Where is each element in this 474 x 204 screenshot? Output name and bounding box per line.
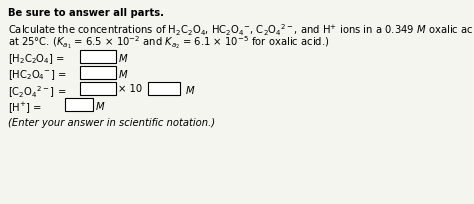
Bar [80, 82, 116, 95]
Text: [H$_2$C$_2$O$_4$] =: [H$_2$C$_2$O$_4$] = [8, 52, 65, 66]
Text: Calculate the concentrations of H$_2$C$_2$O$_4$, HC$_2$O$_4$$^{-}$, C$_2$O$_4$$^: Calculate the concentrations of H$_2$C$_… [8, 22, 474, 38]
Text: $M$: $M$ [118, 68, 128, 80]
Text: × 10: × 10 [118, 84, 142, 94]
Text: Be sure to answer all parts.: Be sure to answer all parts. [8, 8, 164, 18]
Bar [80, 66, 116, 79]
Text: [H$^{+}$] =: [H$^{+}$] = [8, 100, 42, 115]
Text: [C$_2$O$_4$$^{2-}$] =: [C$_2$O$_4$$^{2-}$] = [8, 84, 66, 100]
Text: [HC$_2$O$_4$$^{-}$] =: [HC$_2$O$_4$$^{-}$] = [8, 68, 66, 82]
Bar [148, 82, 180, 95]
Text: (Enter your answer in scientific notation.): (Enter your answer in scientific notatio… [8, 118, 215, 128]
Text: $M$: $M$ [95, 100, 105, 112]
Bar [80, 50, 116, 63]
Text: at 25°C. ($K_{a_1}$ = 6.5 × 10$^{-2}$ and $K_{a_2}$ = 6.1 × 10$^{-5}$ for oxalic: at 25°C. ($K_{a_1}$ = 6.5 × 10$^{-2}$ an… [8, 34, 329, 51]
Text: $M$: $M$ [118, 52, 128, 64]
Text: $M$: $M$ [185, 84, 195, 96]
Bar [65, 98, 93, 111]
